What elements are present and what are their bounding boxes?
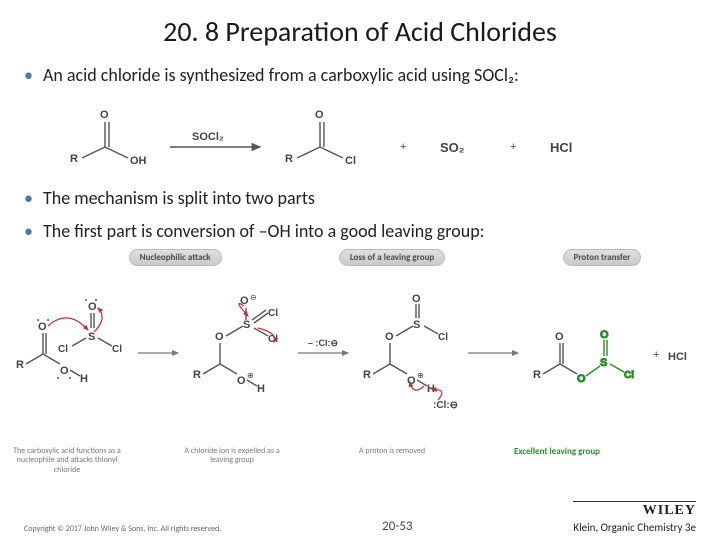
page-number: 20-53	[382, 519, 412, 534]
svg-text:O: O	[88, 301, 97, 313]
bullet-marker: •	[24, 186, 33, 211]
mech-struct-4: R O O S O Cl + HCl	[533, 329, 687, 385]
bullet-3-text: The first part is conversion of –OH into…	[43, 219, 485, 244]
svg-text:H: H	[257, 383, 265, 395]
svg-text:O: O	[555, 331, 564, 343]
svg-text:S: S	[413, 319, 420, 331]
bullet-3: • The first part is conversion of –OH in…	[0, 215, 720, 248]
bullet-1: • An acid chloride is synthesized from a…	[0, 59, 720, 92]
svg-text:H: H	[427, 383, 435, 395]
svg-text:O: O	[215, 331, 224, 343]
mech-caption-4: Excellent leaving group	[502, 447, 612, 476]
mech-struct-2: R O S O ⊖ Cl Cl O ⊕ H	[193, 293, 278, 395]
atom-Cl: Cl	[345, 155, 356, 167]
svg-text:O: O	[237, 375, 246, 387]
svg-text:Cl: Cl	[624, 370, 634, 381]
bullet-2-text: The mechanism is split into two parts	[43, 186, 315, 211]
svg-text:R: R	[193, 369, 201, 381]
svg-text::Cl:⊖: :Cl:⊖	[433, 400, 458, 411]
svg-text:S: S	[600, 357, 607, 369]
mechanism-diagram: R O O H O S Cl Cl R	[0, 272, 720, 472]
plus-2: +	[510, 141, 516, 153]
svg-text:Cl: Cl	[112, 344, 122, 355]
plus-1: +	[400, 141, 406, 153]
atom-R2: R	[285, 153, 293, 165]
svg-text:O: O	[240, 295, 249, 307]
svg-text:R: R	[16, 359, 24, 371]
step-header-2: Loss of a leaving group	[339, 249, 445, 266]
byproduct-so2: SO₂	[440, 140, 465, 155]
svg-text:H: H	[80, 373, 88, 385]
publisher-logo: WILEY	[573, 501, 696, 519]
svg-text:– :Cl:⊖: – :Cl:⊖	[308, 338, 338, 348]
svg-text:O: O	[38, 321, 47, 333]
step-header-1: Nucleophilic attack	[129, 249, 222, 266]
slide-footer: Copyright © 2017 John Wiley & Sons, Inc.…	[0, 501, 720, 534]
svg-text:O: O	[600, 329, 609, 341]
svg-text:O: O	[60, 365, 69, 377]
byproduct-hcl: HCl	[550, 140, 572, 155]
book-reference: Klein, Organic Chemistry 3e	[573, 521, 696, 534]
svg-text:+: +	[653, 349, 659, 361]
step-header-3: Proton transfer	[563, 249, 642, 266]
mech-struct-1: R O O H O S Cl Cl	[16, 299, 122, 385]
mechanism-step-headers: Nucleophilic attack Loss of a leaving gr…	[0, 249, 720, 272]
svg-text:S: S	[88, 331, 95, 343]
svg-text:S: S	[243, 319, 250, 331]
reaction-scheme: R O OH SOCl₂ R O Cl + SO₂ + HCl	[0, 92, 720, 182]
svg-text:R: R	[363, 369, 371, 381]
svg-text:Cl: Cl	[58, 344, 68, 355]
mech-caption-1: The carboxylic acid functions as a nucle…	[12, 447, 122, 476]
copyright-text: Copyright © 2017 John Wiley & Sons, Inc.…	[24, 524, 221, 534]
svg-text:O: O	[577, 373, 586, 385]
atom-O-top1: O	[100, 109, 109, 121]
atom-R: R	[70, 153, 78, 165]
atom-OH: OH	[130, 155, 147, 167]
reagent-label: SOCl₂	[192, 131, 224, 143]
svg-text:⊕: ⊕	[417, 371, 424, 380]
svg-text:Cl: Cl	[268, 308, 278, 319]
svg-text:HCl: HCl	[668, 351, 687, 363]
mech-caption-3: A proton is removed	[342, 447, 442, 476]
atom-O-top2: O	[315, 109, 324, 121]
slide-title: 20. 8 Preparation of Acid Chlorides	[0, 0, 720, 59]
svg-text:R: R	[533, 369, 541, 381]
svg-text:⊖: ⊖	[250, 293, 257, 302]
bullet-marker: •	[24, 63, 33, 88]
svg-text:O: O	[412, 293, 421, 305]
mech-struct-3: R O S O Cl O ⊕ H :Cl:⊖	[363, 293, 458, 411]
svg-text:O: O	[385, 331, 394, 343]
svg-text:Cl: Cl	[438, 332, 448, 343]
bullet-1-text: An acid chloride is synthesized from a c…	[43, 63, 519, 88]
bullet-marker: •	[24, 219, 33, 244]
svg-text:⊕: ⊕	[247, 371, 254, 380]
mech-caption-2: A chloride ion is expelled as a leaving …	[177, 447, 287, 476]
